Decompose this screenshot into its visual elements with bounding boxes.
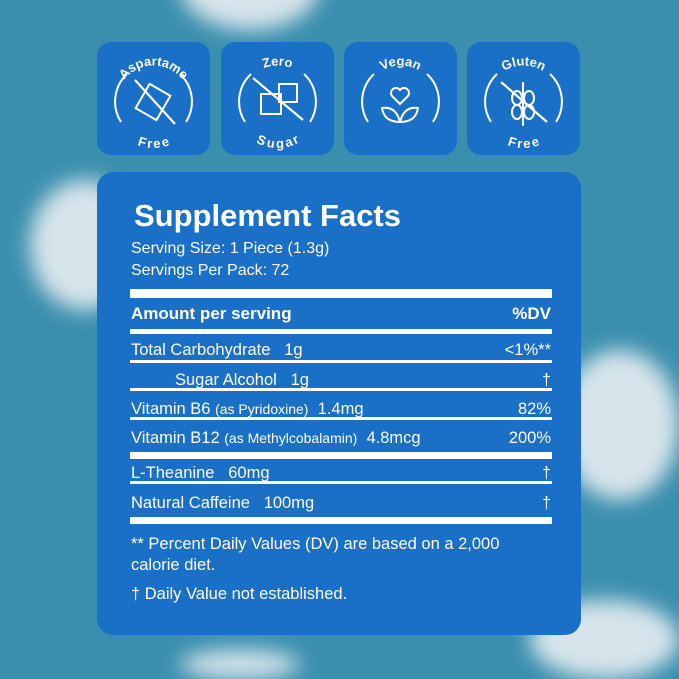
nutrient-source: (as Pyridoxine) [215,401,309,417]
nutrient-dv: † [541,464,551,482]
facts-row: Vitamin B6 (as Pyridoxine) 1.4mg 82% [131,400,551,419]
facts-row: L-Theanine 60mg † [131,464,551,483]
nutrient-name: Natural Caffeine [131,494,250,512]
nutrient-source: (as Methylcobalamin) [224,430,358,446]
nutrient-name: Vitamin B12 [131,429,220,447]
badge-top-label: Vegan [377,53,424,72]
facts-row: Sugar Alcohol 1g † [131,371,551,390]
serving-size: Serving Size: 1 Piece (1.3g) [131,240,330,257]
row-divider [130,417,552,420]
nutrient-name: L-Theanine [131,464,215,482]
crossed-wheat-icon: Gluten Free [484,53,563,152]
facts-row: Vitamin B12 (as Methylcobalamin) 4.8mcg 2… [131,429,551,448]
nutrient-amount: 1g [290,371,309,389]
background-tablet [180,0,320,30]
footnote-dagger: † Daily Value not established. [131,585,348,603]
badge-top-label: Zero [260,53,294,71]
row-divider [130,360,552,363]
svg-text:Gluten: Gluten [499,53,549,73]
svg-text:Sugar: Sugar [255,131,301,151]
badge-zero: Zero Sugar [221,42,334,155]
heart-leaves-icon: Vegan [361,53,440,123]
crossed-candy-icon: Aspartame Free [114,53,193,152]
row-divider [130,452,552,459]
nutrient-name: Vitamin B6 [131,400,211,418]
amount-header: Amount per serving [131,304,292,323]
footnote-dv: ** Percent Daily Values (DV) are based o… [131,535,500,574]
nutrient-dv: † [541,494,551,512]
badge-top-label: Gluten [499,53,549,73]
nutrient-amount: 60mg [228,464,270,482]
nutrient-dv: 200% [508,429,551,447]
crossed-sugar-cubes-icon: Zero Sugar [238,53,317,151]
svg-text:Free: Free [136,134,170,152]
badge-aspartame: Aspartame Free [97,42,210,155]
badge-bottom-label: Free [506,134,540,152]
row-divider [130,517,552,524]
facts-row: Total Carbohydrate 1g <1%** [131,341,551,360]
dv-header: %DV [512,304,551,323]
svg-text:Aspartame: Aspartame [116,53,192,82]
divider-thick [130,289,552,298]
row-divider [130,481,552,484]
svg-text:Free: Free [506,134,540,152]
supplement-facts-panel: Supplement Facts Serving Size: 1 Piece (… [97,172,581,635]
nutrient-amount: 4.8mcg [366,429,421,447]
facts-header: Amount per serving %DV [131,304,551,324]
nutrient-dv: 82% [517,400,551,418]
badge-top-label: Aspartame [116,53,192,82]
badge-vegan: Vegan [344,42,457,155]
facts-title: Supplement Facts [134,198,401,233]
facts-row: Natural Caffeine 100mg † [131,494,551,513]
nutrient-amount: 1.4mg [317,400,364,418]
svg-text:Zero: Zero [260,53,294,71]
badge-gluten: Gluten Free [467,42,580,155]
row-divider [130,388,552,391]
badge-bottom-label: Free [136,134,170,152]
nutrient-dv: <1%** [504,341,551,359]
svg-text:Vegan: Vegan [377,53,424,72]
servings-per-pack: Servings Per Pack: 72 [131,262,290,279]
divider-medium [130,329,552,334]
nutrient-amount: 100mg [263,494,315,512]
nutrient-name: Sugar Alcohol [175,371,277,389]
background-tablet [180,650,300,679]
badge-bottom-label: Sugar [255,131,301,151]
nutrient-dv: † [541,371,551,389]
nutrient-name: Total Carbohydrate [131,341,271,359]
nutrient-amount: 1g [284,341,303,359]
